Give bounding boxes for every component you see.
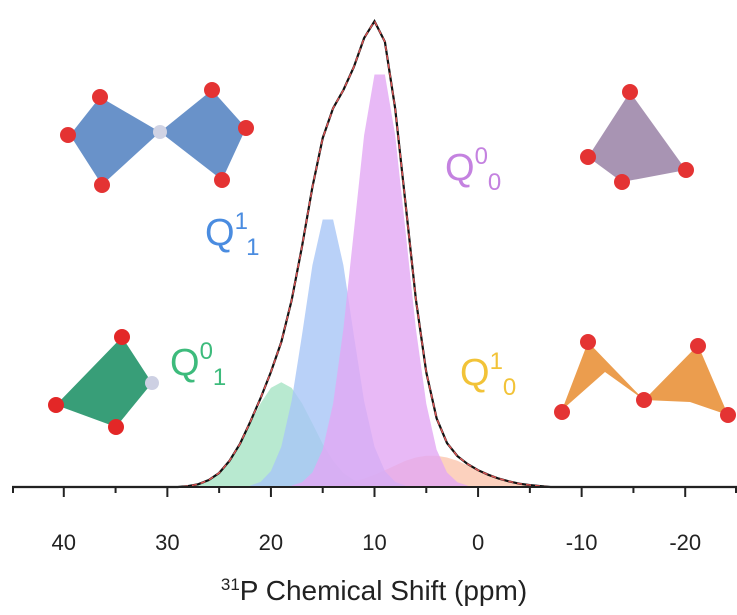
peak-label-sup: 1 — [235, 208, 248, 235]
peak-label-sub: 0 — [488, 169, 501, 196]
peak-label-text: Q — [205, 212, 235, 254]
peak-label: Q10 — [460, 348, 516, 401]
x-tick-label: -10 — [566, 530, 598, 555]
x-label-text: P Chemical Shift (ppm) — [240, 575, 527, 606]
peak-label: Q00 — [445, 143, 501, 196]
chart: 31P Chemical Shift (ppm) Q01Q10Q11Q00403… — [0, 0, 737, 615]
peak-label-text: Q — [170, 342, 200, 384]
peak-label-sup: 1 — [490, 348, 503, 375]
peak-label-sup: 0 — [200, 338, 213, 365]
x-tick-label: 0 — [472, 530, 484, 555]
peak-label-sub: 1 — [246, 234, 259, 261]
monomer-icon-green — [48, 329, 159, 435]
x-label-sup: 31 — [221, 575, 240, 594]
x-tick-label: 40 — [52, 530, 76, 555]
peak-label-sup: 0 — [475, 143, 488, 170]
peak-label-text: Q — [445, 147, 475, 189]
monomer-icon-purple — [580, 84, 694, 190]
peak-label-text: Q — [460, 352, 490, 394]
peak-label: Q01 — [170, 338, 226, 391]
dimer-icon-orange — [554, 334, 736, 423]
x-axis-label: 31P Chemical Shift (ppm) — [221, 575, 527, 606]
x-tick-label: 30 — [155, 530, 179, 555]
x-tick-label: 10 — [362, 530, 386, 555]
peak-label: Q11 — [205, 208, 260, 261]
x-tick-label: -20 — [669, 530, 701, 555]
dimer-icon-blue — [60, 82, 254, 193]
x-tick-label: 20 — [259, 530, 283, 555]
peak-label-sub: 0 — [503, 374, 516, 401]
peak-label-sub: 1 — [213, 364, 226, 391]
